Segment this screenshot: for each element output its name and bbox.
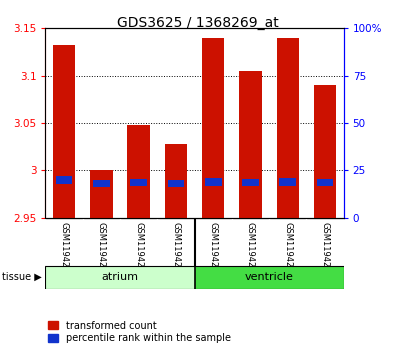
Text: GSM119425: GSM119425: [171, 222, 181, 272]
Text: ventricle: ventricle: [245, 272, 293, 282]
Text: GSM119422: GSM119422: [60, 222, 69, 272]
Text: GDS3625 / 1368269_at: GDS3625 / 1368269_at: [117, 16, 278, 30]
Text: GSM119424: GSM119424: [134, 222, 143, 272]
Text: tissue ▶: tissue ▶: [2, 272, 42, 282]
Bar: [45, 266, 194, 289]
Bar: [202, 38, 224, 218]
Bar: [317, 179, 333, 187]
Text: GSM119428: GSM119428: [283, 222, 292, 272]
Text: GSM119427: GSM119427: [246, 222, 255, 272]
Bar: [276, 38, 299, 218]
Legend: transformed count, percentile rank within the sample: transformed count, percentile rank withi…: [44, 317, 235, 347]
Bar: [53, 45, 75, 218]
Bar: [165, 144, 187, 218]
Bar: [93, 180, 110, 187]
Bar: [90, 170, 113, 218]
Bar: [56, 176, 72, 184]
Text: GSM119423: GSM119423: [97, 222, 106, 272]
Bar: [279, 178, 296, 185]
Bar: [194, 266, 344, 289]
Bar: [128, 125, 150, 218]
Bar: [167, 180, 184, 187]
Text: GSM119429: GSM119429: [320, 222, 329, 272]
Bar: [205, 178, 222, 185]
Text: GSM119426: GSM119426: [209, 222, 218, 272]
Text: atrium: atrium: [102, 272, 139, 282]
Bar: [242, 179, 259, 187]
Bar: [239, 71, 261, 218]
Bar: [314, 85, 336, 218]
Bar: [130, 179, 147, 187]
